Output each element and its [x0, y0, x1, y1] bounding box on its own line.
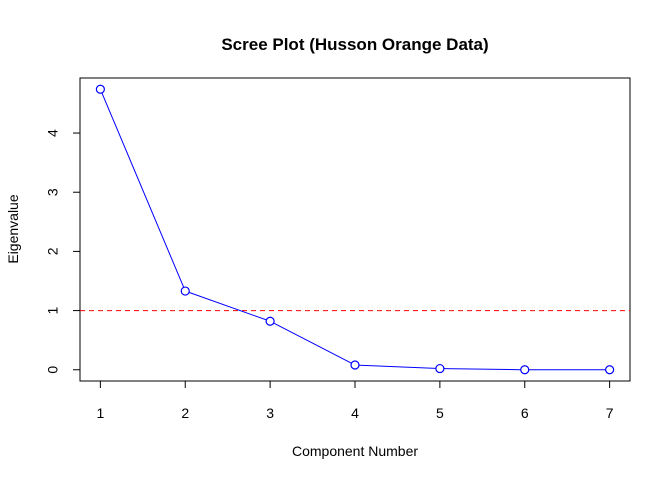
x-tick-label: 2	[181, 405, 189, 421]
x-tick-label: 6	[521, 405, 529, 421]
x-tick-label: 1	[96, 405, 104, 421]
data-point	[95, 84, 105, 94]
x-tick-label: 7	[606, 405, 614, 421]
series-line-segment	[358, 364, 436, 369]
y-tick-label: 2	[45, 247, 61, 255]
data-point	[180, 286, 190, 296]
axes: 1 2 3 4 5 6 7 0 1 2 3 4	[45, 129, 614, 421]
data-point	[350, 360, 360, 370]
y-tick-label: 4	[45, 129, 61, 137]
series-line-segment	[443, 368, 521, 371]
x-tick-label: 3	[266, 405, 274, 421]
y-tick-label: 3	[45, 188, 61, 196]
series-line-segment	[273, 322, 352, 364]
series-layer	[95, 84, 615, 375]
x-tick-label: 5	[436, 405, 444, 421]
data-point	[265, 316, 275, 326]
y-tick-label: 1	[45, 306, 61, 314]
y-axis-label: Eigenvalue	[5, 194, 21, 263]
chart-title: Scree Plot (Husson Orange Data)	[221, 35, 488, 54]
plot-area-frame	[79, 77, 631, 382]
x-tick-label: 4	[351, 405, 359, 421]
series-line-segment	[188, 291, 267, 321]
data-point	[520, 365, 530, 375]
y-tick-label: 0	[45, 366, 61, 374]
x-axis-label: Component Number	[292, 443, 418, 459]
series-line-segment	[101, 92, 185, 288]
data-point	[605, 365, 615, 375]
data-point	[435, 363, 445, 374]
